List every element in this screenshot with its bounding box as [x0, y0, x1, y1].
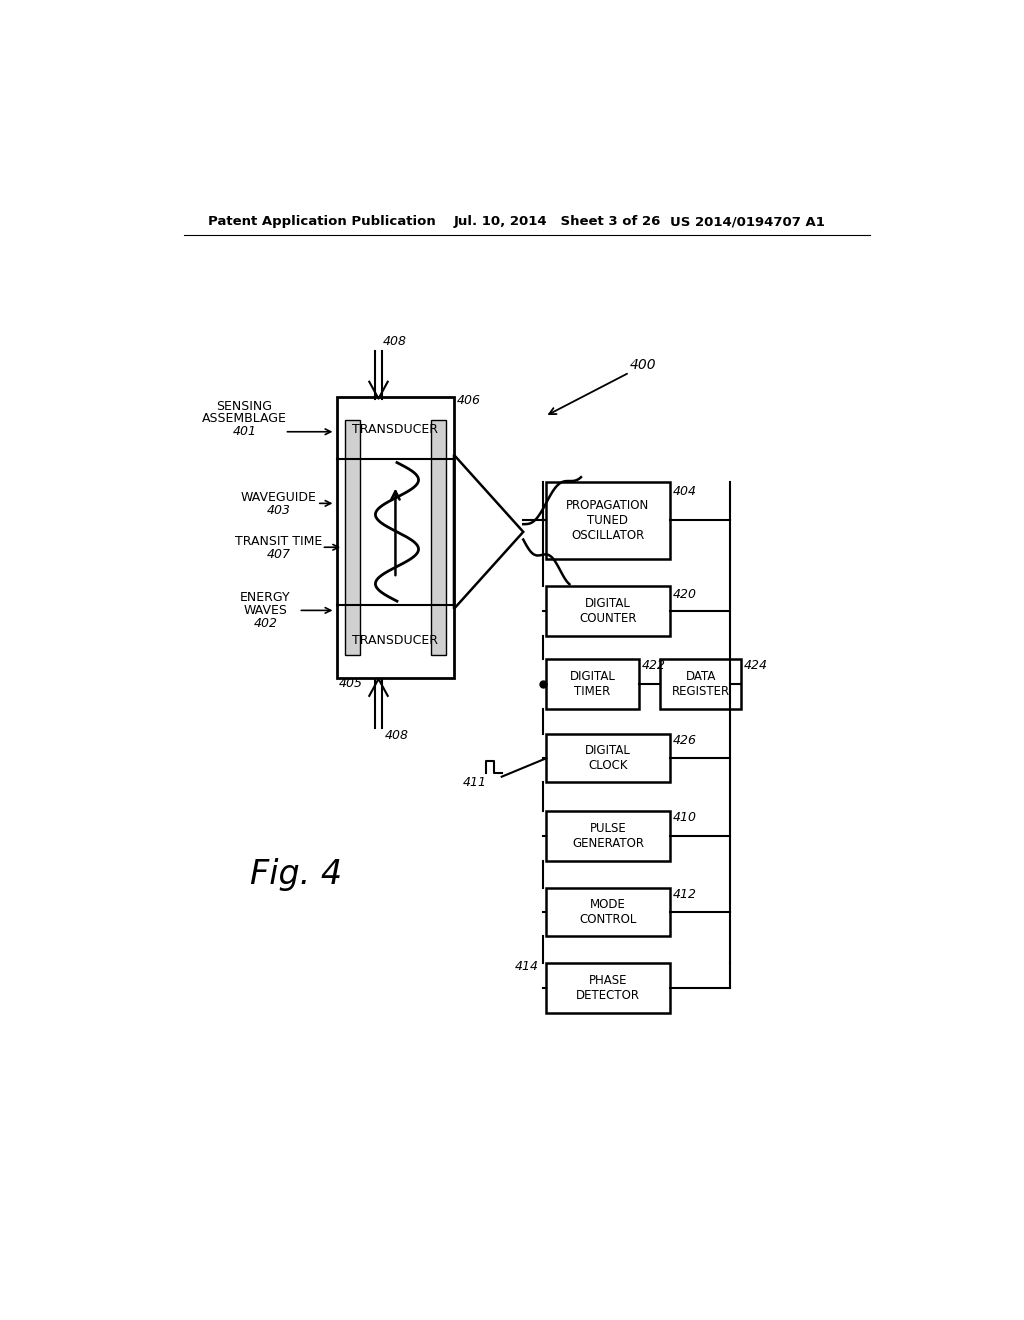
Text: DIGITAL
CLOCK: DIGITAL CLOCK	[585, 744, 631, 772]
Text: Patent Application Publication: Patent Application Publication	[208, 215, 435, 228]
Text: 406: 406	[457, 395, 481, 408]
Bar	[660, 659, 741, 709]
Text: PROPAGATION
TUNED
OSCILLATOR: PROPAGATION TUNED OSCILLATOR	[566, 499, 649, 541]
Text: PULSE
GENERATOR: PULSE GENERATOR	[572, 822, 644, 850]
Text: 405: 405	[339, 677, 362, 690]
Text: 403: 403	[266, 504, 291, 517]
Text: US 2014/0194707 A1: US 2014/0194707 A1	[670, 215, 824, 228]
Text: TRANSIT TIME: TRANSIT TIME	[234, 535, 322, 548]
Text: 410: 410	[673, 810, 696, 824]
Text: TRANSDUCER: TRANSDUCER	[352, 422, 438, 436]
Bar	[547, 586, 670, 636]
Text: ENERGY: ENERGY	[240, 591, 291, 603]
Text: 408: 408	[385, 730, 409, 742]
Bar	[345, 420, 360, 655]
Bar	[547, 812, 670, 861]
Text: 420: 420	[673, 589, 696, 602]
Text: 407: 407	[266, 548, 291, 561]
Bar	[547, 734, 670, 781]
Text: 404: 404	[673, 484, 696, 498]
Text: DIGITAL
TIMER: DIGITAL TIMER	[569, 671, 615, 698]
Bar	[547, 482, 670, 558]
Text: TRANSDUCER: TRANSDUCER	[352, 634, 438, 647]
Text: 408: 408	[382, 335, 407, 348]
Text: ASSEMBLAGE: ASSEMBLAGE	[202, 412, 287, 425]
Text: 422: 422	[642, 659, 666, 672]
Text: WAVEGUIDE: WAVEGUIDE	[241, 491, 316, 504]
Bar	[547, 964, 670, 1014]
Text: 412: 412	[673, 888, 696, 902]
Text: Fig. 4: Fig. 4	[250, 858, 342, 891]
Text: DIGITAL
COUNTER: DIGITAL COUNTER	[580, 597, 637, 624]
Text: DATA
REGISTER: DATA REGISTER	[672, 671, 730, 698]
Text: WAVES: WAVES	[244, 603, 288, 616]
Text: 400: 400	[630, 358, 656, 372]
Bar	[547, 888, 670, 936]
Bar	[547, 659, 639, 709]
Text: SENSING: SENSING	[216, 400, 272, 413]
Text: 411: 411	[463, 776, 487, 789]
Text: Jul. 10, 2014   Sheet 3 of 26: Jul. 10, 2014 Sheet 3 of 26	[454, 215, 662, 228]
Text: 414: 414	[515, 961, 539, 973]
Text: PHASE
DETECTOR: PHASE DETECTOR	[575, 974, 640, 1002]
Text: MODE
CONTROL: MODE CONTROL	[580, 898, 637, 927]
Text: 402: 402	[253, 616, 278, 630]
Text: 424: 424	[744, 659, 768, 672]
Text: 426: 426	[673, 734, 696, 747]
Text: 401: 401	[232, 425, 257, 438]
Bar	[337, 397, 454, 678]
Bar	[431, 420, 446, 655]
